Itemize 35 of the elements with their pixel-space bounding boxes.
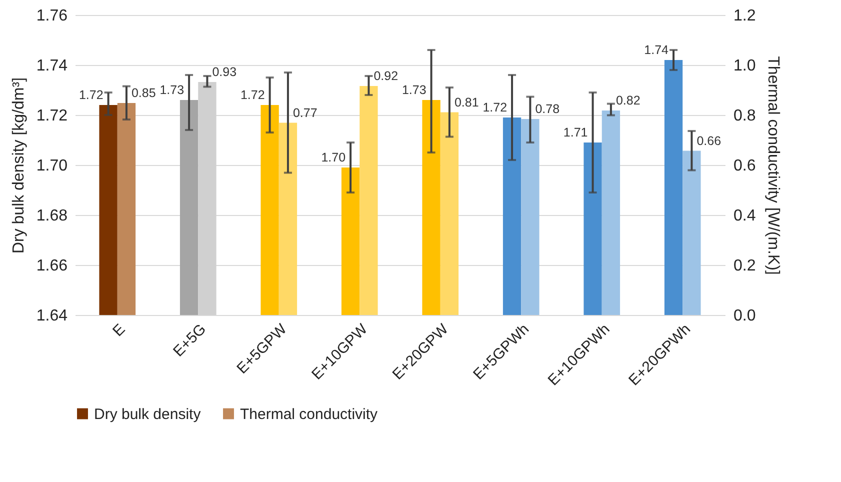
data-label: 0.85 <box>131 86 156 100</box>
y2-tick-label: 1.2 <box>734 8 756 24</box>
y-tick-label: 1.66 <box>36 258 68 274</box>
data-label: 1.72 <box>78 88 104 102</box>
x-tick-label: E <box>110 320 129 340</box>
y2-tick-label: 0.2 <box>734 258 756 274</box>
y2-tick-label: 1.0 <box>734 58 756 74</box>
y2-tick-label: 0.6 <box>734 158 756 174</box>
legend-label: Thermal conductivity <box>240 406 378 423</box>
data-label: 1.73 <box>160 83 184 97</box>
data-label: 0.66 <box>696 134 722 148</box>
y-tick-label: 1.68 <box>36 208 68 224</box>
data-label: 0.77 <box>292 106 318 120</box>
data-label: 0.93 <box>212 65 237 79</box>
y2-tick-label: 0.8 <box>734 108 756 124</box>
y-tick-label: 1.74 <box>36 58 68 74</box>
data-label: 1.73 <box>402 83 426 97</box>
y-axis-title: Dry bulk density [kg/dm³] <box>10 77 28 254</box>
data-label: 1.71 <box>563 126 588 140</box>
data-label: 1.72 <box>482 100 508 114</box>
y2-axis-title: Thermal conductivity [W/(m.K)] <box>764 56 782 275</box>
y-tick-label: 1.70 <box>36 158 68 174</box>
data-label: 0.82 <box>616 94 640 108</box>
y2-tick-label: 0.4 <box>734 208 756 224</box>
y2-tick-label: 0.0 <box>734 308 756 324</box>
y-tick-label: 1.64 <box>36 308 68 324</box>
data-label: 1.72 <box>240 88 265 102</box>
legend-label: Dry bulk density <box>94 406 202 423</box>
y-tick-label: 1.76 <box>36 8 68 24</box>
y-tick-label: 1.72 <box>36 108 68 124</box>
data-label: 0.81 <box>454 95 479 110</box>
data-label: 1.74 <box>644 43 669 57</box>
data-label: 0.92 <box>374 69 398 83</box>
data-label: 0.78 <box>535 102 560 116</box>
data-label: 1.70 <box>321 150 346 164</box>
